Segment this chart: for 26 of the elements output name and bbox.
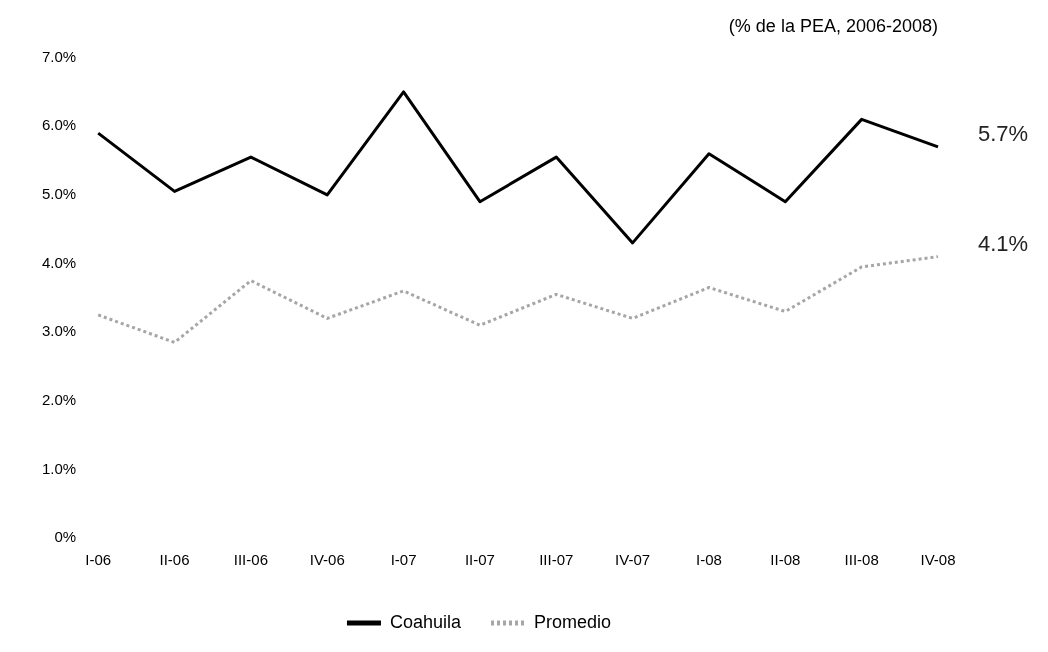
y-tick-label: 2.0% (41, 390, 77, 408)
x-tick-label: I-08 (696, 551, 722, 569)
x-tick-label: II-08 (770, 551, 801, 569)
y-tick-label: 5.0% (41, 185, 77, 202)
y-tick-label: 0% (54, 528, 77, 546)
y-tick-label: 6.0% (41, 116, 77, 134)
line-series (96, 255, 940, 344)
chart-title: (% de la PEA, 2006-2008) (728, 15, 938, 36)
x-tick-label: IV-07 (615, 551, 651, 569)
y-tick-label: 3.0% (41, 322, 77, 340)
x-tick-label: II-07 (464, 551, 495, 569)
annotation: 5.7% (978, 120, 1029, 146)
annotation: 4.1% (978, 230, 1029, 256)
legend-label: Promedio (534, 611, 612, 632)
x-tick-label: IV-08 (920, 551, 956, 569)
legend-label: Coahuila (389, 611, 462, 632)
y-tick-label: 1.0% (41, 459, 77, 477)
y-tick-label: 7.0% (41, 47, 77, 65)
x-tick-label: I-06 (85, 551, 112, 569)
x-tick-label: III-08 (844, 551, 879, 569)
y-tick-label: 4.0% (41, 253, 77, 271)
x-tick-label: I-07 (390, 551, 417, 569)
x-tick-label: IV-06 (309, 551, 345, 569)
x-tick-label: III-07 (539, 551, 574, 569)
x-tick-label: III-06 (233, 551, 268, 569)
x-tick-label: II-06 (159, 551, 190, 569)
